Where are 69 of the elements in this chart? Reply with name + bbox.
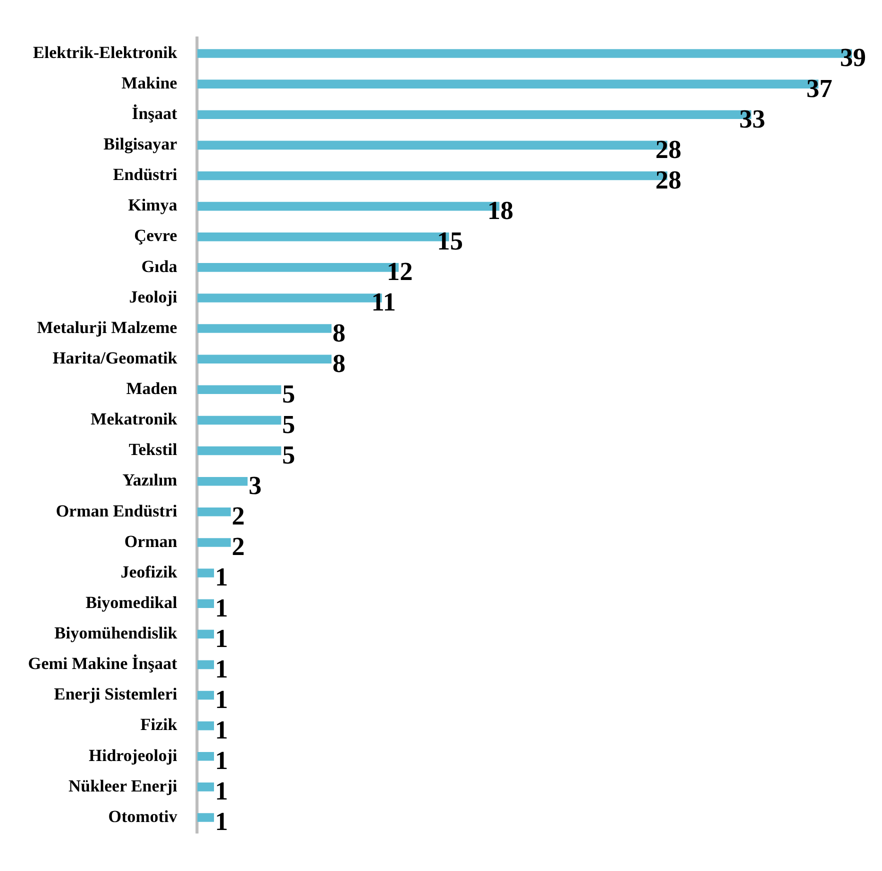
data-label: 1 bbox=[215, 562, 228, 592]
bar bbox=[197, 476, 248, 486]
bar bbox=[197, 416, 282, 425]
data-label: 1 bbox=[215, 776, 228, 806]
y-tick-label: Metalurji Malzeme bbox=[37, 318, 178, 337]
y-tick-label: Biyomedikal bbox=[86, 592, 178, 612]
bar bbox=[197, 690, 214, 700]
bar bbox=[197, 630, 214, 639]
bar bbox=[197, 660, 214, 670]
y-tick-label: Orman Endüstri bbox=[56, 501, 178, 520]
bar bbox=[197, 599, 214, 608]
data-label: 33 bbox=[739, 104, 766, 134]
data-label: 12 bbox=[386, 257, 413, 286]
y-tick-label: Çevre bbox=[134, 226, 178, 246]
y-tick-label: Tekstil bbox=[128, 440, 178, 460]
y-tick-label: Mekatronik bbox=[90, 410, 178, 429]
y-tick-label: Elektrik-Elektronik bbox=[33, 42, 178, 62]
y-tick-label: Jeofizik bbox=[120, 562, 178, 582]
y-tick-label: Gıda bbox=[141, 256, 178, 276]
y-tick-label: Makine bbox=[121, 73, 178, 92]
y-tick-label: Endüstri bbox=[112, 165, 178, 184]
data-label: 1 bbox=[215, 716, 228, 745]
y-tick-label: Gemi Makine İnşaat bbox=[28, 654, 178, 674]
y-tick-label: Nükleer Enerji bbox=[68, 776, 178, 796]
data-label: 5 bbox=[282, 440, 296, 470]
data-label: 37 bbox=[806, 74, 832, 103]
y-tick-label: Orman bbox=[124, 532, 178, 551]
bar bbox=[197, 354, 332, 364]
y-tick-label: Bilgisayar bbox=[104, 134, 178, 154]
data-label: 8 bbox=[332, 318, 346, 348]
y-tick-label: Hidrojeoloji bbox=[88, 746, 178, 765]
data-label: 1 bbox=[215, 654, 228, 684]
data-label: 1 bbox=[215, 807, 228, 836]
bar bbox=[197, 568, 214, 578]
data-label: 15 bbox=[437, 226, 464, 256]
y-tick-label: İnşaat bbox=[132, 104, 178, 123]
data-label: 18 bbox=[487, 196, 514, 226]
bar bbox=[197, 813, 214, 822]
bar bbox=[197, 446, 282, 456]
data-label: 11 bbox=[371, 288, 396, 317]
data-label: 28 bbox=[655, 134, 682, 164]
y-tick-label: Fizik bbox=[140, 715, 178, 734]
data-label: 5 bbox=[282, 379, 296, 408]
y-tick-label: Maden bbox=[126, 379, 178, 398]
bar bbox=[197, 782, 214, 792]
bar bbox=[197, 508, 231, 516]
y-tick-label: Harita/Geomatik bbox=[52, 348, 178, 368]
y-tick-label: Yazılım bbox=[122, 470, 178, 490]
y-tick-label: Jeoloji bbox=[129, 287, 178, 306]
y-tick-label: Enerji Sistemleri bbox=[54, 684, 178, 704]
data-label: 2 bbox=[232, 502, 245, 531]
y-tick-label: Biyomühendislik bbox=[54, 624, 178, 643]
data-label: 2 bbox=[232, 532, 245, 562]
data-label: 39 bbox=[840, 43, 866, 72]
bar bbox=[197, 324, 332, 333]
data-label: 1 bbox=[215, 684, 228, 714]
data-label: 1 bbox=[215, 593, 228, 622]
bar bbox=[197, 538, 231, 547]
bar bbox=[197, 385, 282, 394]
data-label: 28 bbox=[655, 165, 682, 194]
data-label: 1 bbox=[215, 624, 228, 653]
data-label: 8 bbox=[332, 348, 346, 378]
data-label: 3 bbox=[248, 471, 262, 500]
bar bbox=[197, 752, 214, 761]
y-tick-label: Kimya bbox=[128, 196, 178, 215]
bar bbox=[197, 721, 214, 730]
y-tick-label: Otomotiv bbox=[108, 806, 178, 826]
data-label: 5 bbox=[282, 410, 296, 439]
data-label: 1 bbox=[215, 746, 228, 776]
